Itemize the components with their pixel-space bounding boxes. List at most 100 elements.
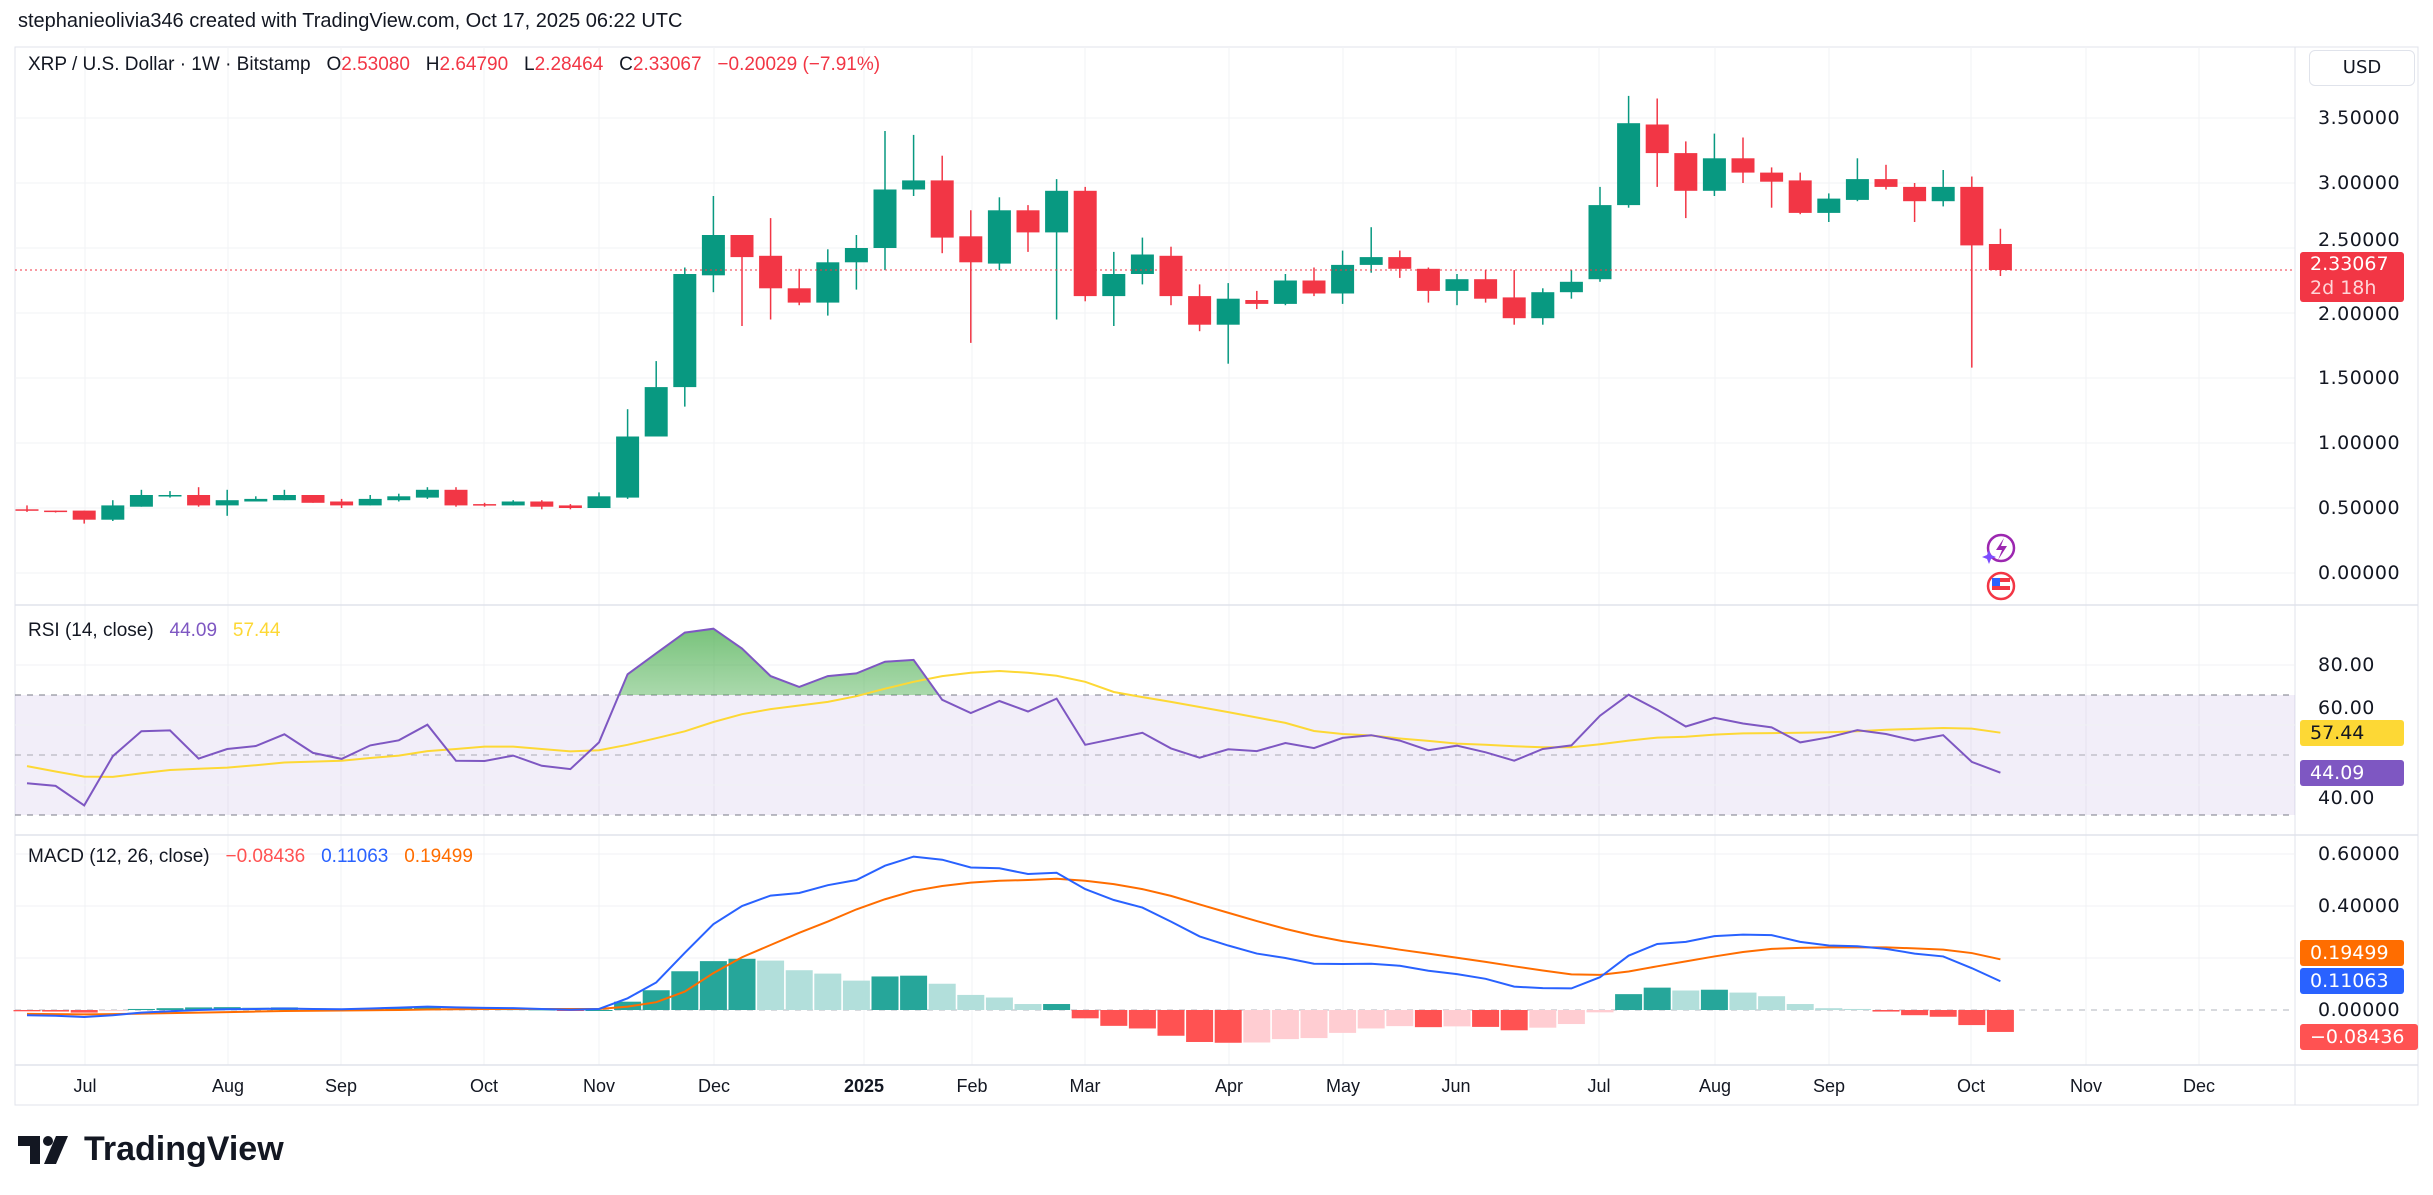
time-axis-label: Aug [211, 1076, 245, 1096]
candle [1331, 250, 1355, 304]
macd-histogram-bar [1386, 1010, 1414, 1027]
candle [1216, 283, 1240, 364]
candle-body [1302, 280, 1326, 294]
candle [330, 498, 354, 508]
macd-histogram-bar [1929, 1010, 1957, 1017]
macd-histogram-bar [871, 976, 899, 1010]
rsi-title[interactable]: RSI (14, close) [28, 620, 154, 641]
candle [215, 489, 239, 516]
tradingview-logo[interactable]: TradingView [18, 1130, 284, 1169]
candle-body [1474, 279, 1498, 299]
candle-body [44, 510, 68, 513]
high-label: H [425, 54, 440, 75]
flag-stripe [1992, 586, 2010, 590]
candle-body [1359, 257, 1383, 265]
symbol-title[interactable]: XRP / U.S. Dollar · 1W · Bitstamp [28, 54, 311, 75]
candle [1045, 179, 1069, 320]
candle [358, 495, 382, 506]
open-label: O [326, 54, 342, 75]
candle-body [1931, 186, 1955, 202]
change-value: −0.20029 (−7.91%) [717, 54, 881, 75]
candle-body [358, 498, 382, 506]
time-axis-label: Jul [1587, 1076, 1611, 1096]
last-price-badge: 2.33067 2d 18h [2300, 252, 2404, 302]
candle-body [1903, 186, 1927, 202]
candle [759, 218, 783, 320]
candle-body [1073, 190, 1097, 297]
candle [444, 487, 468, 507]
candle-body [787, 288, 811, 303]
time-axis-label: Aug [1698, 1076, 1732, 1096]
macd-histogram-bar [1271, 1010, 1299, 1040]
candle-body [1188, 296, 1212, 325]
candle [1645, 98, 1669, 187]
rsi-legend: RSI (14, close) 44.09 57.44 [28, 620, 280, 642]
time-axis-label: Dec [2182, 1076, 2216, 1096]
candle-body [1016, 210, 1040, 233]
macd-histogram-bar [900, 975, 928, 1010]
macd-histogram-bar [1243, 1010, 1271, 1043]
candle-body [444, 489, 468, 506]
currency-button[interactable]: USD [2309, 50, 2415, 86]
tradingview-logo-icon [18, 1135, 68, 1164]
candle-body [387, 496, 411, 501]
price-tick-label: 1.50000 [2318, 367, 2401, 389]
us-flag-event-icon [1986, 571, 2016, 601]
candle [72, 510, 96, 524]
candle-body [1102, 274, 1126, 297]
macd-title[interactable]: MACD (12, 26, close) [28, 846, 210, 867]
candle [1845, 158, 1869, 202]
macd-histogram-bar [1586, 1010, 1614, 1013]
candle [530, 500, 554, 510]
candle [959, 210, 983, 343]
macd-histogram-bar [1786, 1004, 1814, 1010]
candle [415, 487, 439, 499]
macd-histogram-bar [156, 1008, 184, 1010]
macd-line [26, 855, 2001, 1019]
candle [501, 500, 525, 506]
lightning-bolt [1996, 538, 2007, 560]
candle [158, 491, 182, 498]
candle [816, 249, 840, 316]
time-axis-label: Nov [582, 1076, 616, 1096]
time-axis-label: Oct [469, 1076, 499, 1096]
macd-histogram-bar [1443, 1010, 1471, 1027]
candle-body [1960, 186, 1984, 246]
candle [873, 131, 897, 271]
macd-histogram-bar [1414, 1010, 1442, 1028]
rsi-ma-badge: 57.44 [2300, 720, 2404, 746]
time-axis-label: Jun [1441, 1076, 1471, 1096]
candle [1617, 95, 1641, 208]
rsi-ma-line [26, 669, 2001, 778]
high-value: 2.64790 [439, 54, 509, 75]
candle [473, 502, 497, 507]
candle [558, 504, 582, 510]
candle [730, 235, 754, 326]
macd-histogram-bar [1815, 1008, 1843, 1010]
candle [1016, 205, 1040, 252]
macd-histogram-bar [1071, 1010, 1099, 1019]
macd-histogram-bar [842, 980, 870, 1010]
candle-body [1788, 180, 1812, 213]
candle [930, 155, 954, 254]
candle-body [730, 235, 754, 258]
time-axis-label: Sep [1812, 1076, 1846, 1096]
candle [1273, 274, 1297, 306]
candle [1588, 186, 1612, 282]
candle-body [816, 262, 840, 303]
attribution-text: stephanieolivia346 created with TradingV… [18, 10, 683, 32]
candle [701, 196, 725, 293]
candle-body [1159, 255, 1183, 297]
rsi-badge: 44.09 [2300, 760, 2404, 786]
candle-body [530, 501, 554, 507]
macd-histogram-bar [1357, 1010, 1385, 1029]
rsi-ma-value: 57.44 [232, 620, 281, 641]
candle-body [1617, 123, 1641, 206]
candle-body [959, 236, 983, 263]
candle-body [1674, 153, 1698, 191]
candle [1416, 267, 1440, 303]
macd-histogram-bar [1843, 1008, 1871, 1010]
candle-body [1760, 172, 1784, 182]
last-price-value: 2.33067 [2310, 253, 2389, 275]
